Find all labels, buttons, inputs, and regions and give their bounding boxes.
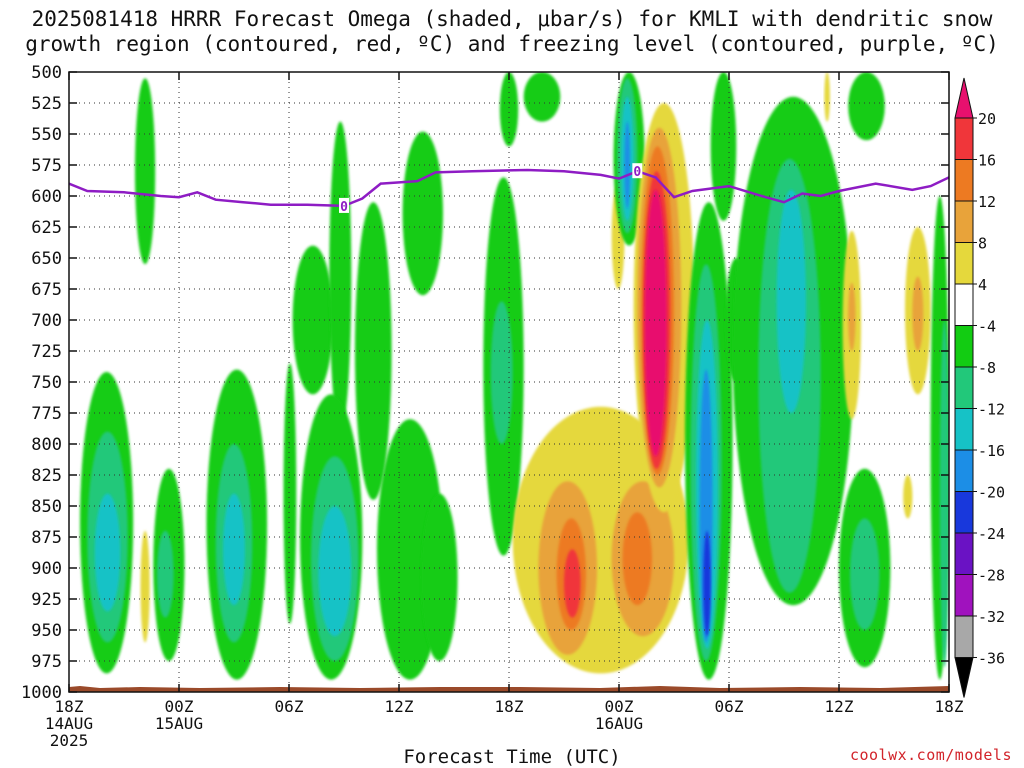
- y-tick-label: 675: [31, 280, 62, 300]
- colorbar-label: 16: [978, 152, 996, 170]
- colorbar-label: -24: [978, 525, 1005, 543]
- y-tick-label: 900: [31, 559, 62, 579]
- x-tick-label: 06Z: [715, 697, 744, 716]
- omega-region-9: [223, 494, 245, 606]
- omega-region-18: [403, 132, 443, 296]
- x-tick-label: 12Z: [825, 697, 854, 716]
- y-tick-label: 875: [31, 528, 62, 548]
- y-tick-label: 850: [31, 497, 62, 517]
- freezing-level-label: 0: [340, 200, 348, 215]
- colorbar-label: -4: [978, 318, 996, 336]
- y-tick-label: 575: [31, 156, 62, 176]
- x-tick-label: 16AUG: [595, 714, 643, 733]
- x-tick-label: 2025: [50, 731, 89, 746]
- colorbar-swatch: [955, 575, 973, 617]
- x-tick-label: 12Z: [385, 697, 414, 716]
- omega-region-19: [421, 494, 458, 661]
- x-tick-label: 18Z: [935, 697, 964, 716]
- omega-shading: [80, 72, 949, 680]
- omega-region-56: [903, 475, 912, 518]
- colorbar-label: 12: [978, 193, 996, 211]
- colorbar-label: -20: [978, 484, 1005, 502]
- colorbar-swatch: [955, 284, 973, 326]
- colorbar-label: -16: [978, 442, 1005, 460]
- freezing-level-label: 0: [633, 165, 641, 180]
- colorbar-legend: 20 16 12 8 4 -4 -8 -12 -16 -20 -24 -28 -32 -36: [955, 78, 1005, 698]
- credit-text: coolwx.com/models: [850, 746, 1012, 764]
- y-tick-label: 550: [31, 125, 62, 145]
- omega-region-49: [777, 190, 806, 413]
- omega-heatmap-chart: 0 0 500 525 550 575 600 625 650 675 700 725 750 775 8…: [0, 0, 1024, 746]
- omega-region-58: [912, 277, 923, 351]
- y-tick-label: 775: [31, 404, 62, 424]
- y-tick-label: 525: [31, 94, 62, 114]
- omega-region-22: [500, 72, 518, 146]
- colorbar-swatch: [955, 409, 973, 451]
- omega-region-60: [940, 320, 949, 667]
- y-tick-label: 950: [31, 621, 62, 641]
- omega-region-2: [95, 494, 121, 612]
- y-tick-label: 725: [31, 342, 62, 362]
- y-tick-label: 925: [31, 590, 62, 610]
- omega-region-13: [355, 202, 392, 500]
- omega-region-5: [157, 531, 174, 618]
- y-tick-label: 750: [31, 373, 62, 393]
- x-tick-label: 06Z: [275, 697, 304, 716]
- colorbar-swatch: [955, 492, 973, 534]
- y-tick-label: 975: [31, 652, 62, 672]
- colorbar-swatch: [955, 367, 973, 409]
- colorbar-swatch: [955, 450, 973, 492]
- omega-region-3: [135, 78, 155, 264]
- omega-region-55: [824, 72, 830, 122]
- y-tick-label: 650: [31, 249, 62, 269]
- colorbar-swatch: [955, 78, 973, 118]
- colorbar-label: -8: [978, 359, 996, 377]
- colorbar-swatch: [955, 118, 973, 160]
- omega-region-11: [293, 246, 333, 395]
- colorbar-swatch: [955, 201, 973, 243]
- y-tick-label: 800: [31, 435, 62, 455]
- omega-region-27: [564, 549, 581, 617]
- x-tick-label: 18Z: [495, 697, 524, 716]
- colorbar-swatch: [955, 326, 973, 368]
- colorbar-label: -28: [978, 567, 1005, 585]
- colorbar-label: 20: [978, 110, 996, 128]
- omega-region-16: [318, 506, 351, 636]
- y-tick-label: 600: [31, 187, 62, 207]
- omega-region-6: [141, 531, 150, 643]
- colorbar-swatch: [955, 658, 973, 698]
- colorbar-label: -36: [978, 650, 1005, 668]
- omega-region-29: [623, 512, 652, 605]
- omega-region-51: [848, 283, 855, 351]
- colorbar-swatch: [955, 616, 973, 658]
- colorbar-label: 8: [978, 235, 987, 253]
- omega-region-44: [703, 531, 710, 636]
- y-tick-label: 625: [31, 218, 62, 238]
- omega-region-53: [850, 518, 879, 630]
- colorbar-label: 4: [978, 276, 987, 294]
- omega-region-45: [711, 72, 737, 221]
- omega-region-10: [284, 363, 297, 623]
- y-tick-label: 700: [31, 311, 62, 331]
- colorbar-label: -32: [978, 608, 1005, 626]
- colorbar-swatch: [955, 160, 973, 202]
- y-tick-label: 500: [31, 63, 62, 83]
- y-tick-label: 825: [31, 466, 62, 486]
- x-tick-label: 15AUG: [155, 714, 203, 733]
- omega-region-54: [848, 72, 885, 140]
- colorbar-swatch: [955, 533, 973, 575]
- colorbar-swatch: [955, 243, 973, 285]
- colorbar-label: -12: [978, 401, 1005, 419]
- omega-region-12: [329, 122, 351, 432]
- omega-region-39: [645, 190, 667, 457]
- omega-region-23: [524, 72, 561, 122]
